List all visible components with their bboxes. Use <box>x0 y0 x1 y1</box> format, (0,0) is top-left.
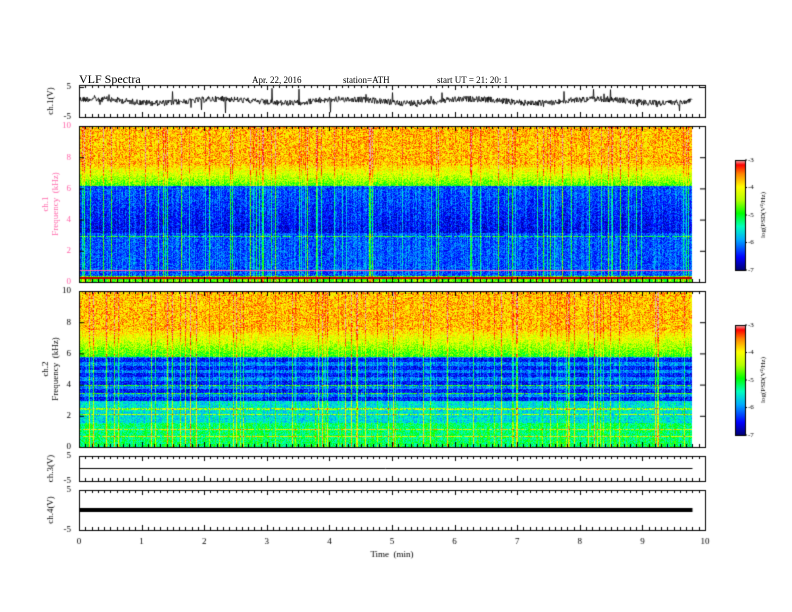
start-time-label: start UT = 21: 20: 1 <box>437 75 509 85</box>
figure-title: VLF Spectra <box>79 72 141 86</box>
station-label: station=ATH <box>343 75 390 85</box>
date-label: Apr. 22, 2016 <box>252 75 302 85</box>
